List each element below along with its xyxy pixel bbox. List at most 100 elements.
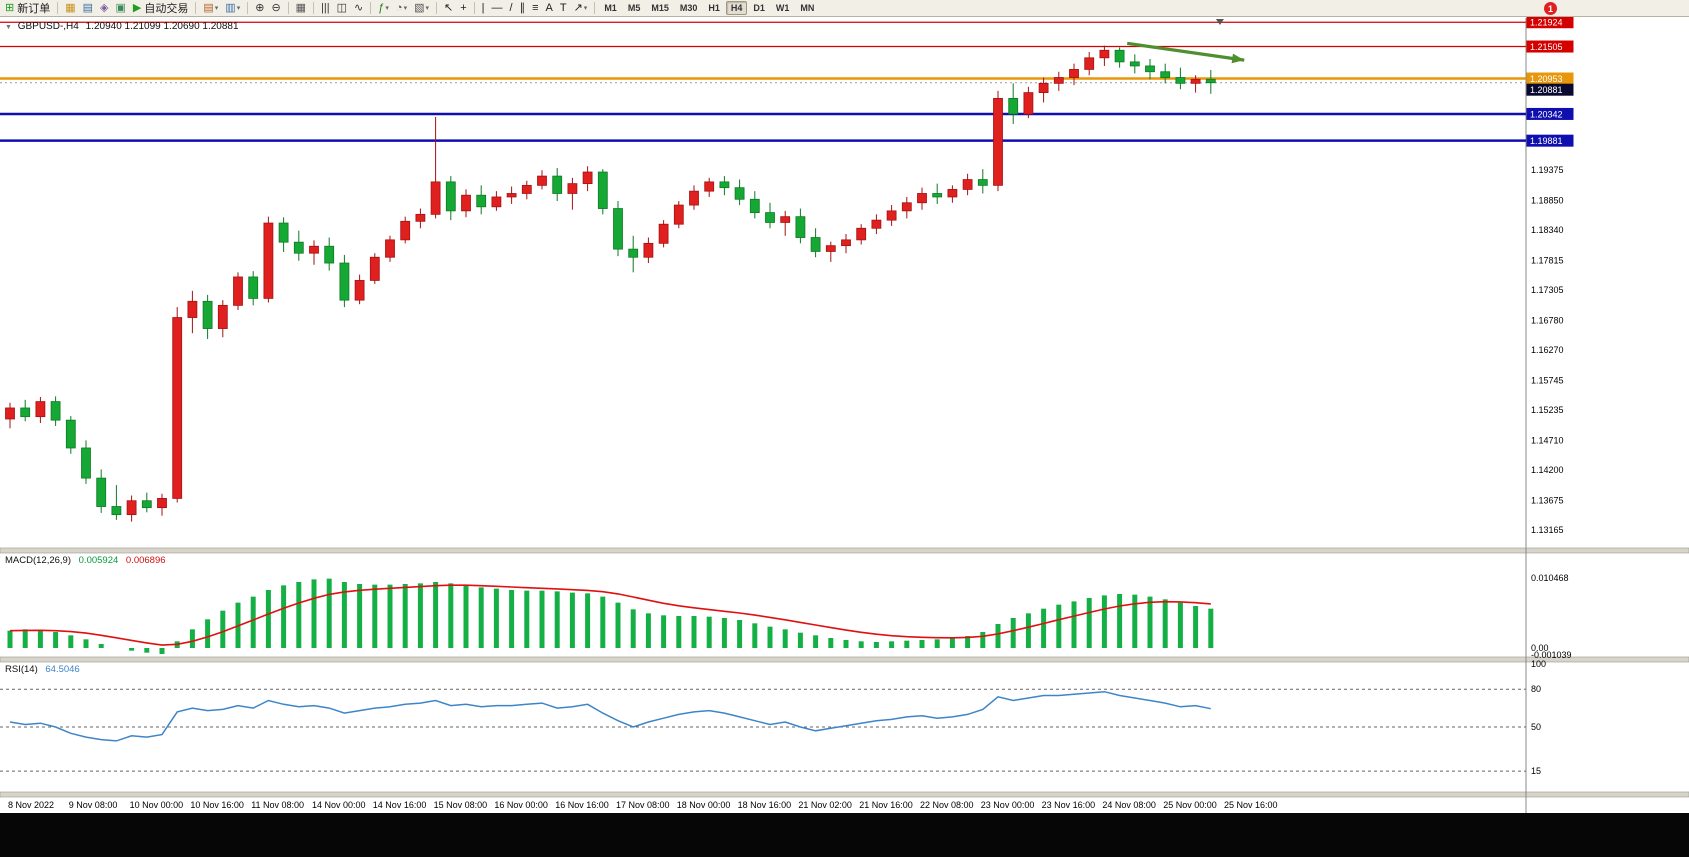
time-axis-label[interactable]: 23 Nov 00:00 xyxy=(981,800,1035,810)
notification-badge[interactable]: 1 xyxy=(1544,2,1557,15)
rsi-value: 64.5046 xyxy=(45,664,80,675)
autotrading-glyph-icon: ▶ xyxy=(132,1,142,14)
time-axis-label[interactable]: 18 Nov 16:00 xyxy=(738,800,792,810)
data-window-icon[interactable]: ▤ xyxy=(80,1,96,16)
timeframe-mn-button[interactable]: MN xyxy=(800,3,815,13)
macd-axis-label: 0.00 xyxy=(1531,643,1549,653)
crosshair-icon[interactable]: + xyxy=(457,1,469,16)
candle-body xyxy=(5,407,15,420)
fibonacci-icon[interactable]: ≡ xyxy=(529,1,541,16)
profiles-icon[interactable]: ▥ ▾ xyxy=(222,1,243,16)
time-axis-label[interactable]: 9 Nov 08:00 xyxy=(69,800,118,810)
timeframe-m30-button[interactable]: M30 xyxy=(679,3,698,13)
arrows-icon[interactable]: ↗ ▾ xyxy=(571,1,591,16)
time-axis-label[interactable]: 21 Nov 02:00 xyxy=(798,800,852,810)
candle-body xyxy=(278,222,289,243)
timeframe-m5-button[interactable]: M5 xyxy=(627,3,641,13)
time-axis-label[interactable]: 10 Nov 00:00 xyxy=(130,800,184,810)
chart-shift-marker[interactable] xyxy=(1215,19,1224,25)
price-tick-label: 1.17815 xyxy=(1531,255,1564,265)
candle-body xyxy=(552,175,563,194)
candle-body xyxy=(233,276,243,306)
time-axis-label[interactable]: 14 Nov 00:00 xyxy=(312,800,366,810)
time-axis-label[interactable]: 16 Nov 16:00 xyxy=(555,800,609,810)
candle-body xyxy=(81,447,91,479)
candle-body xyxy=(202,300,213,329)
toolbar-separator xyxy=(57,2,59,14)
candle-body xyxy=(597,171,608,209)
indicators-icon[interactable]: ƒ ▾ xyxy=(375,1,392,16)
candle-body xyxy=(248,276,259,299)
time-axis-label[interactable]: 16 Nov 00:00 xyxy=(494,800,548,810)
timeframe-w1-button[interactable]: W1 xyxy=(775,3,790,13)
terminal-icon[interactable]: ▣ xyxy=(113,1,129,16)
navigator-icon[interactable]: ◈ xyxy=(97,1,111,16)
time-axis-label[interactable]: 24 Nov 08:00 xyxy=(1102,800,1156,810)
vertical-line-icon[interactable]: | xyxy=(479,1,488,16)
time-axis-label[interactable]: 18 Nov 00:00 xyxy=(677,800,731,810)
navigator-icon-glyph-icon: ◈ xyxy=(100,1,109,14)
templates-icon[interactable]: ▧ ▾ xyxy=(411,1,432,16)
timeframe-h4-button[interactable]: H4 xyxy=(725,1,748,15)
new-order-button[interactable]: ⊞ 新订单 xyxy=(2,1,53,16)
candle-chart-type-icon[interactable]: ◫ xyxy=(334,1,350,16)
bar-chart-type-icon[interactable]: ||| xyxy=(318,1,333,16)
time-axis-label[interactable]: 21 Nov 16:00 xyxy=(859,800,913,810)
toolbar-separator xyxy=(287,2,289,14)
price-tick-label: 1.18340 xyxy=(1531,225,1564,235)
line-chart-type-icon[interactable]: ∿ xyxy=(351,1,366,16)
candle-body xyxy=(734,187,745,200)
periods-icon[interactable]: ◔ ▾ xyxy=(393,1,410,16)
panel-splitter[interactable] xyxy=(0,547,1689,554)
autotrading-button[interactable]: ▶ 自动交易 xyxy=(130,1,191,16)
trend-arrow-head[interactable] xyxy=(1231,53,1245,64)
candle-body xyxy=(324,245,335,264)
label-icon[interactable]: T xyxy=(557,1,570,16)
zoom-out-icon[interactable]: ⊖ xyxy=(268,1,283,16)
cursor-icon[interactable]: ↖ xyxy=(441,1,456,16)
timeframe-d1-button[interactable]: D1 xyxy=(753,3,765,13)
candle-body xyxy=(901,202,912,212)
time-axis-label[interactable]: 10 Nov 16:00 xyxy=(190,800,244,810)
market-watch-icon[interactable]: ▦ xyxy=(62,1,78,16)
candle-body xyxy=(187,300,198,318)
text-icon[interactable]: A xyxy=(543,1,556,16)
candle-body xyxy=(476,194,487,208)
zoom-in-icon[interactable]: ⊕ xyxy=(252,1,267,16)
trend-arrow-line[interactable] xyxy=(1126,41,1245,62)
rsi-axis-label: 80 xyxy=(1531,684,1541,694)
time-axis-label[interactable]: 14 Nov 16:00 xyxy=(373,800,427,810)
price-line-badge-text: 1.21505 xyxy=(1530,42,1563,52)
candle-body xyxy=(1145,65,1155,73)
candle-body xyxy=(217,304,228,329)
vertical-line-icon-glyph-icon: | xyxy=(481,1,485,14)
time-axis-label[interactable]: 25 Nov 16:00 xyxy=(1224,800,1278,810)
new-chart-icon[interactable]: ▤ ▾ xyxy=(200,1,221,16)
candle-body xyxy=(1053,77,1064,84)
timeframe-h1-button[interactable]: H1 xyxy=(708,3,720,13)
time-axis-label[interactable]: 25 Nov 00:00 xyxy=(1163,800,1217,810)
horizontal-line-icon[interactable]: — xyxy=(489,1,506,16)
time-axis-label[interactable]: 15 Nov 08:00 xyxy=(434,800,488,810)
price-tick-label: 1.16270 xyxy=(1531,345,1564,355)
candle-body xyxy=(628,248,639,258)
time-axis-label[interactable]: 11 Nov 08:00 xyxy=(251,800,304,810)
time-axis-label[interactable]: 17 Nov 08:00 xyxy=(616,800,670,810)
trendline-icon[interactable]: / xyxy=(507,1,516,16)
timeframe-m1-button[interactable]: M1 xyxy=(604,3,617,13)
indicators-icon-glyph-icon: ƒ xyxy=(378,1,385,14)
time-axis-label[interactable]: 22 Nov 08:00 xyxy=(920,800,974,810)
arrows-icon-glyph-icon: ↗ xyxy=(573,1,583,14)
panel-splitter[interactable] xyxy=(0,656,1689,663)
price-line-badge-text: 1.21924 xyxy=(1530,18,1563,28)
time-axis-label[interactable]: 23 Nov 16:00 xyxy=(1042,800,1096,810)
channel-icon[interactable]: ∥ xyxy=(517,1,529,16)
panel-splitter[interactable] xyxy=(0,791,1689,798)
tile-windows-icon[interactable]: ▦ xyxy=(293,1,309,16)
time-axis-label[interactable]: 8 Nov 2022 xyxy=(8,800,54,810)
label-icon-glyph-icon: T xyxy=(559,1,567,14)
candle-body xyxy=(263,222,274,299)
timeframe-m15-button[interactable]: M15 xyxy=(651,3,669,13)
new-order-glyph-icon: ⊞ xyxy=(5,1,15,14)
